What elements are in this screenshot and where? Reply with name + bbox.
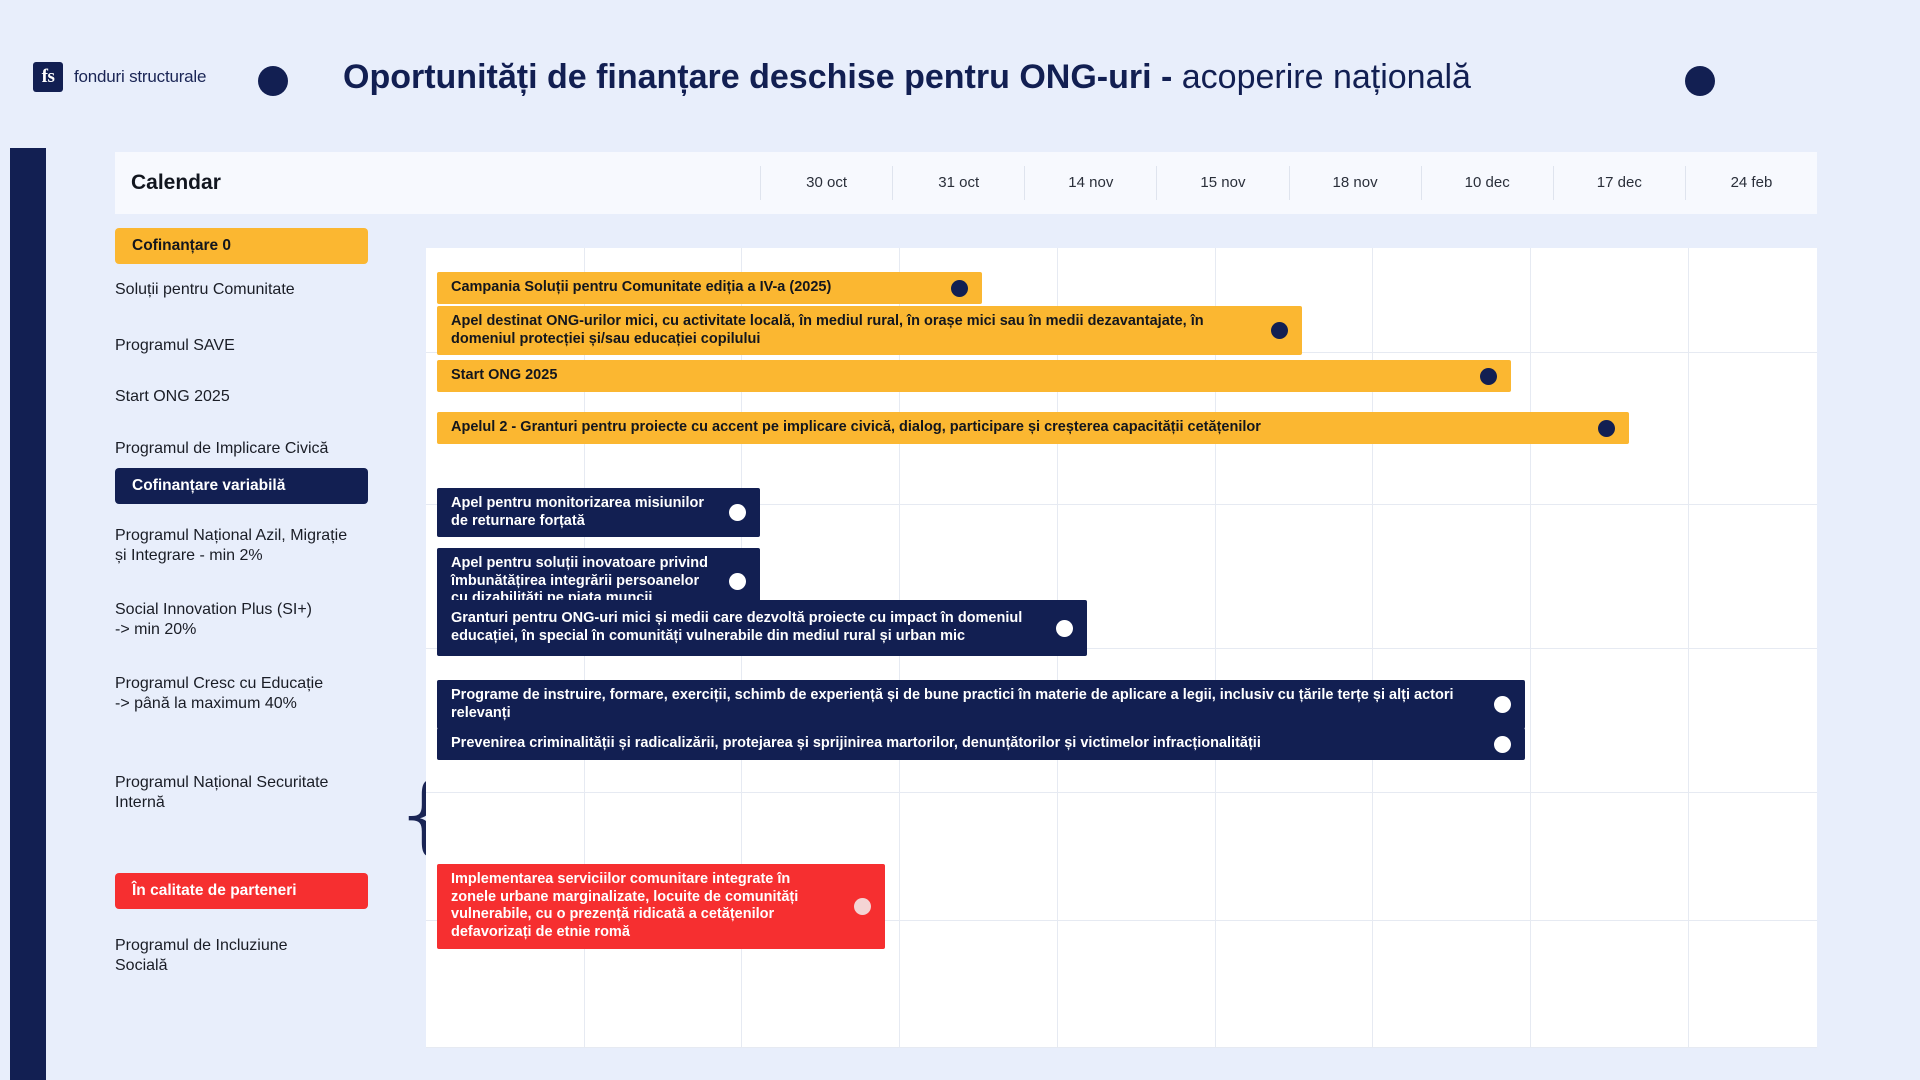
program-label-line: Programul Național Azil, Migrație	[115, 527, 348, 544]
calendar-date-2: 14 nov	[1024, 166, 1156, 200]
program-label-line: Socială	[115, 957, 168, 974]
gantt-bar-label: Programe de instruire, formare, exerciți…	[451, 687, 1454, 721]
gantt-bar[interactable]: Apelul 2 - Granturi pentru proiecte cu a…	[437, 412, 1629, 444]
calendar-date-7: 24 feb	[1684, 166, 1817, 200]
gantt-deadline-marker-icon	[729, 504, 746, 522]
gantt-bar[interactable]: Programe de instruire, formare, exerciți…	[437, 680, 1525, 730]
calendar-date-4: 18 nov	[1288, 166, 1421, 200]
sidebar-program-label[interactable]: Programul Național Securitate Internă	[115, 773, 390, 813]
gantt-deadline-marker-icon	[1480, 367, 1497, 385]
grid-hline	[426, 920, 1817, 921]
sidebar-program-label[interactable]: Programul Cresc cu Educație -> până la m…	[115, 674, 390, 714]
gantt-deadline-marker-icon	[854, 897, 871, 915]
calendar-date-axis: 30 oct 31 oct 14 nov 15 nov 18 nov 10 dec 17 d…	[760, 152, 1817, 214]
program-label-line: Programul Cresc cu Educație	[115, 675, 324, 692]
page-header: fs fonduri structurale Oportunități de f…	[0, 0, 1920, 148]
program-label-line: -> min 20%	[115, 621, 197, 638]
page-title: Oportunități de finanțare deschise pentr…	[343, 58, 1471, 97]
decorative-dot-left-icon	[258, 66, 288, 96]
gantt-bar-label: Apel pentru monitorizarea misiunilor de …	[451, 495, 704, 529]
gantt-bar-label: Campania Soluții pentru Comunitate ediți…	[451, 279, 832, 296]
calendar-date-1: 31 oct	[892, 166, 1024, 200]
calendar-date-5: 10 dec	[1420, 166, 1553, 200]
calendar-date-3: 15 nov	[1156, 166, 1288, 200]
program-label-line: Social Innovation Plus (SI+)	[115, 601, 312, 618]
program-label-line: Start ONG 2025	[115, 388, 230, 405]
sidebar-program-label[interactable]: Soluții pentru Comunitate	[115, 280, 390, 300]
grid-hline	[426, 648, 1817, 649]
gantt-bar-label: Apelul 2 - Granturi pentru proiecte cu a…	[451, 419, 1261, 436]
gantt-deadline-marker-icon	[1056, 619, 1073, 637]
gantt-grid: Campania Soluții pentru Comunitate ediți…	[426, 248, 1817, 1048]
brand-logo[interactable]: fs fonduri structurale	[33, 62, 206, 92]
grid-hline	[426, 504, 1817, 505]
left-accent-rail	[10, 148, 46, 1080]
gantt-deadline-marker-icon	[729, 573, 746, 591]
fs-logo-icon: fs	[33, 62, 63, 92]
calendar-date-0: 30 oct	[760, 166, 892, 200]
program-label-line: Soluții pentru Comunitate	[115, 281, 295, 298]
grid-hline	[426, 792, 1817, 793]
gantt-bar[interactable]: Apel pentru monitorizarea misiunilor de …	[437, 488, 760, 538]
program-label-line: Programul de Implicare Civică	[115, 440, 329, 457]
gantt-bar[interactable]: Prevenirea criminalității și radicalizăr…	[437, 728, 1525, 760]
program-label-line: Programul de Incluziune	[115, 937, 288, 954]
program-label-line: -> până la maximum 40%	[115, 695, 297, 712]
gantt-bar-label: Apel destinat ONG-urilor mici, cu activi…	[451, 313, 1204, 347]
gantt-deadline-marker-icon	[1494, 696, 1511, 714]
sidebar-group-tag-0[interactable]: Cofinanțare 0	[115, 228, 368, 264]
sidebar-group-tag-2[interactable]: În calitate de parteneri	[115, 873, 368, 909]
sidebar-program-label[interactable]: Programul de Implicare Civică	[115, 439, 390, 459]
sidebar-program-label[interactable]: Programul de Incluziune Socială	[115, 936, 390, 976]
gantt-bar[interactable]: Granturi pentru ONG-uri mici și medii ca…	[437, 600, 1087, 656]
sidebar-program-label[interactable]: Programul Național Azil, Migrație și Inte…	[115, 526, 390, 566]
page-title-bold: Oportunități de finanțare deschise pentr…	[343, 58, 1182, 96]
sidebar-program-label[interactable]: Start ONG 2025	[115, 387, 390, 407]
gantt-deadline-marker-icon	[951, 279, 968, 297]
program-label-line: Programul SAVE	[115, 337, 235, 354]
gantt-bar-label: Prevenirea criminalității și radicalizăr…	[451, 735, 1261, 752]
program-label-line: și Integrare - min 2%	[115, 547, 263, 564]
gantt-deadline-marker-icon	[1271, 322, 1288, 340]
gantt-bar-label: Start ONG 2025	[451, 367, 558, 384]
sidebar-program-label[interactable]: Programul SAVE	[115, 336, 390, 356]
program-label-line: Internă	[115, 794, 165, 811]
gantt-bar[interactable]: Implementarea serviciilor comunitare int…	[437, 864, 885, 949]
calendar-date-6: 17 dec	[1552, 166, 1685, 200]
sidebar-group-tag-1[interactable]: Cofinanțare variabilă	[115, 468, 368, 504]
gantt-bar[interactable]: Campania Soluții pentru Comunitate ediți…	[437, 272, 982, 304]
gantt-deadline-marker-icon	[1494, 735, 1511, 753]
grid-hline	[426, 1047, 1817, 1048]
decorative-dot-right-icon	[1685, 66, 1715, 96]
gantt-bar-label: Implementarea serviciilor comunitare int…	[451, 871, 799, 941]
brand-name: fonduri structurale	[74, 67, 207, 86]
gantt-bar[interactable]: Apel destinat ONG-urilor mici, cu activi…	[437, 306, 1302, 356]
gantt-deadline-marker-icon	[1598, 419, 1615, 437]
page-title-light: acoperire națională	[1181, 58, 1471, 96]
program-label-line: Programul Național Securitate	[115, 774, 329, 791]
calendar-header: Calendar 30 oct 31 oct 14 nov 15 nov 18 nov 1…	[115, 152, 1817, 214]
sidebar-program-label[interactable]: Social Innovation Plus (SI+) -> min 20%	[115, 600, 390, 640]
calendar-label: Calendar	[131, 171, 221, 194]
gantt-bar[interactable]: Start ONG 2025	[437, 360, 1511, 392]
gantt-bar-label: Granturi pentru ONG-uri mici și medii ca…	[451, 610, 1023, 644]
